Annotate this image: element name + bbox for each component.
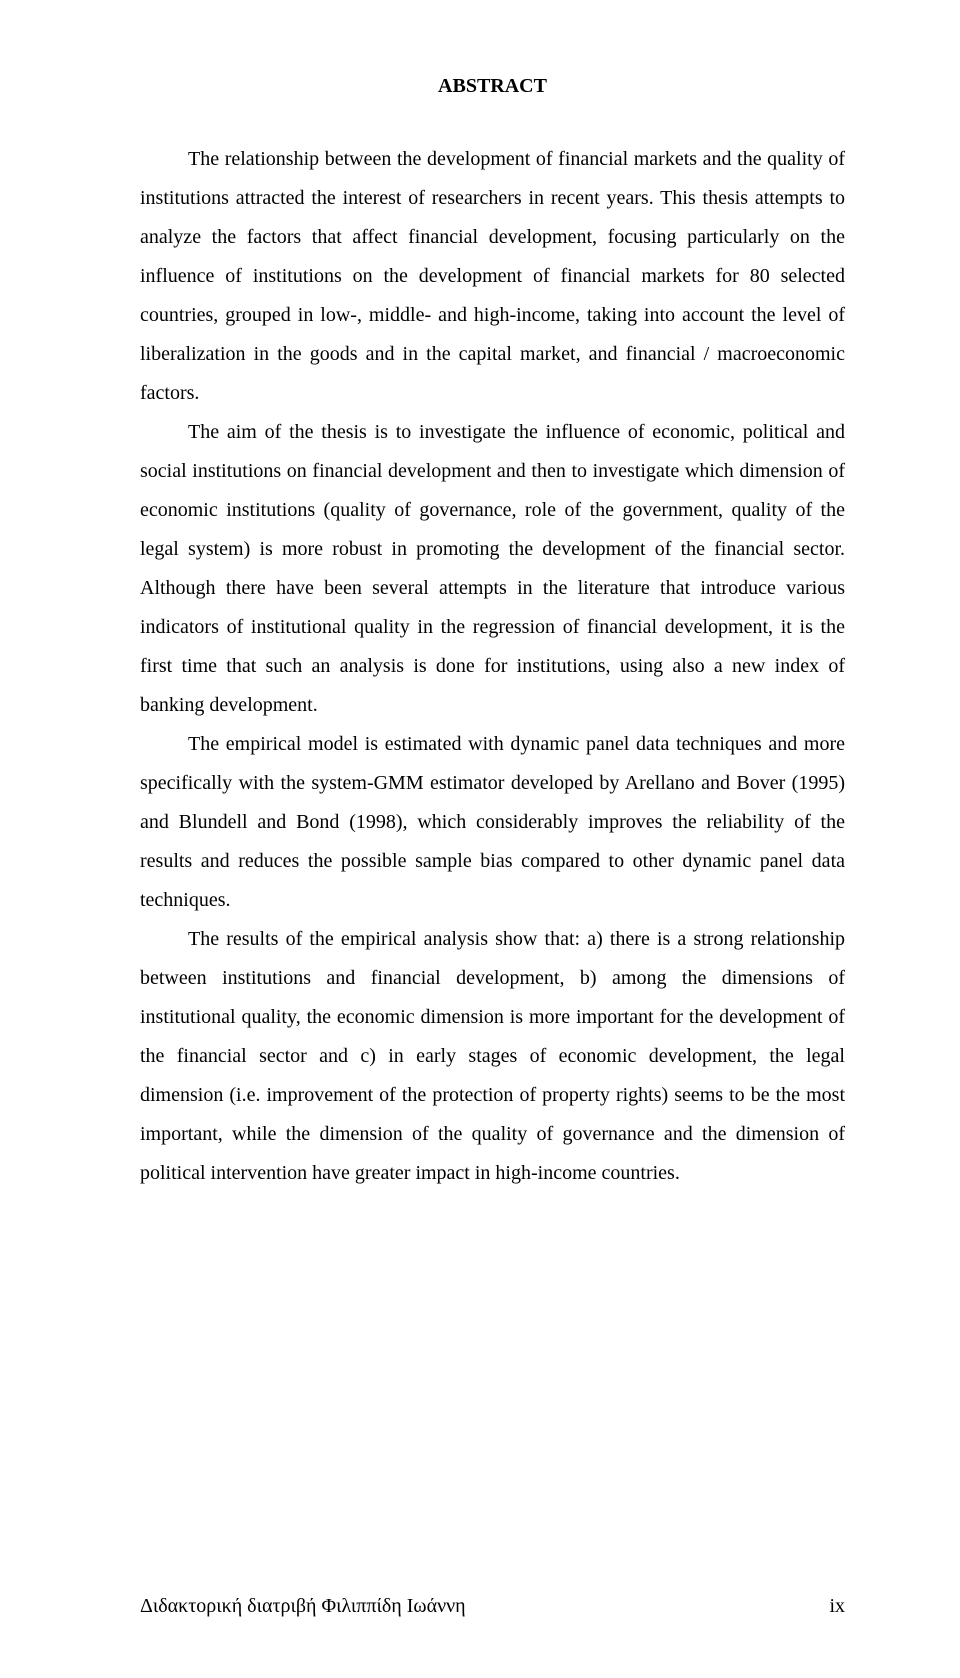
abstract-paragraph-2: The aim of the thesis is to investigate …	[140, 413, 845, 725]
abstract-paragraph-1: The relationship between the development…	[140, 140, 845, 413]
abstract-title: ABSTRACT	[140, 75, 845, 98]
footer-author-text: Διδακτορική διατριβή Φιλιππίδη Ιωάννη	[140, 1595, 466, 1618]
page-number: ix	[829, 1595, 845, 1618]
page-footer: Διδακτορική διατριβή Φιλιππίδη Ιωάννη ix	[140, 1595, 845, 1618]
abstract-paragraph-4: The results of the empirical analysis sh…	[140, 920, 845, 1193]
abstract-paragraph-3: The empirical model is estimated with dy…	[140, 725, 845, 920]
